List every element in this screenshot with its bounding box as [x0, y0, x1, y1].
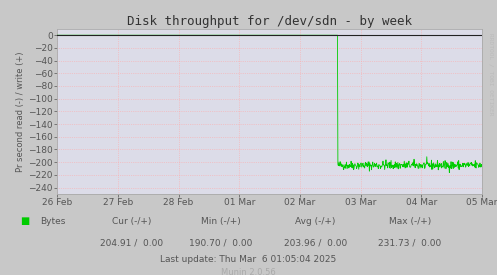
Text: 203.96 /  0.00: 203.96 / 0.00: [284, 239, 347, 248]
Text: Min (-/+): Min (-/+): [201, 217, 241, 226]
Text: Avg (-/+): Avg (-/+): [295, 217, 336, 226]
Text: Bytes: Bytes: [40, 217, 65, 226]
Y-axis label: Pr second read (-) / write (+): Pr second read (-) / write (+): [16, 51, 25, 172]
Text: Munin 2.0.56: Munin 2.0.56: [221, 268, 276, 275]
Text: 190.70 /  0.00: 190.70 / 0.00: [189, 239, 253, 248]
Text: Cur (-/+): Cur (-/+): [112, 217, 152, 226]
Text: Last update: Thu Mar  6 01:05:04 2025: Last update: Thu Mar 6 01:05:04 2025: [161, 255, 336, 264]
Text: RRDTOOL / TOBI OETIKER: RRDTOOL / TOBI OETIKER: [488, 33, 493, 116]
Text: 231.73 /  0.00: 231.73 / 0.00: [378, 239, 442, 248]
Text: Max (-/+): Max (-/+): [389, 217, 431, 226]
Title: Disk throughput for /dev/sdn - by week: Disk throughput for /dev/sdn - by week: [127, 15, 412, 28]
Text: ■: ■: [20, 216, 29, 226]
Text: 204.91 /  0.00: 204.91 / 0.00: [100, 239, 164, 248]
